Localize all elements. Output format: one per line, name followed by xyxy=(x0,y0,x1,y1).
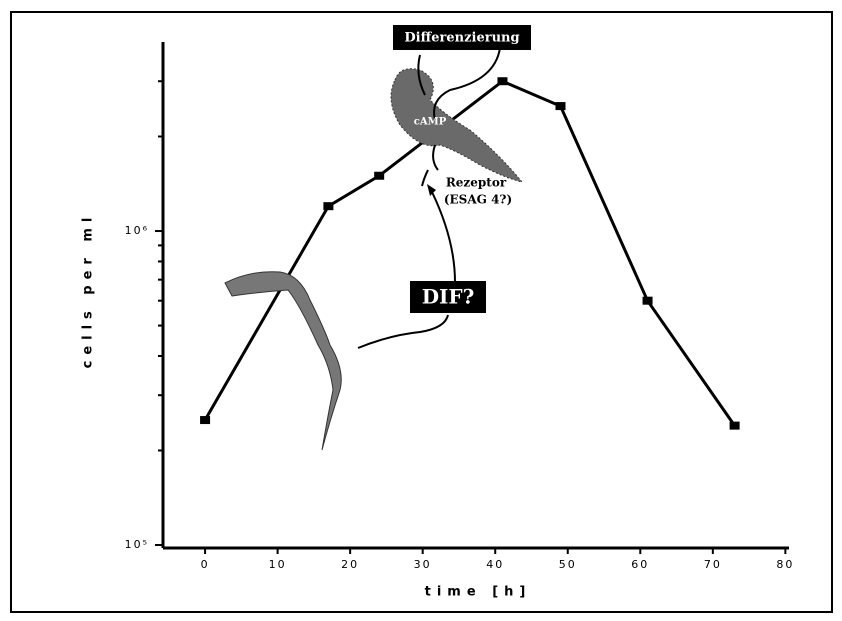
data-point xyxy=(555,102,566,111)
x-axis-label: time [h] xyxy=(425,585,532,600)
annotation: cAMP xyxy=(414,117,447,128)
x-tick-label: 30 xyxy=(414,558,432,571)
plot-area: 0 10 20 30 40 50 60 70 80 10⁵ 10⁶ xyxy=(125,42,794,571)
x-tick-label: 40 xyxy=(486,558,504,571)
illustration: Differenzierung cAMP Rezeptor (ESAG 4?) … xyxy=(224,25,531,451)
frame xyxy=(10,11,833,613)
label-box xyxy=(410,281,486,313)
arrow xyxy=(357,314,449,349)
x-tick-label: 10 xyxy=(269,558,287,571)
annotation: DIF? xyxy=(422,285,475,309)
data-point xyxy=(729,421,740,430)
label-box xyxy=(393,25,531,50)
cell-drawing xyxy=(390,68,524,183)
data-point xyxy=(497,77,508,86)
arrow xyxy=(431,191,456,283)
y-axis-label: cells per ml xyxy=(81,212,96,369)
x-tick-label: 20 xyxy=(341,558,359,571)
data-point xyxy=(374,171,385,180)
annotation: Rezeptor xyxy=(446,176,507,190)
x-tick-label: 70 xyxy=(704,558,722,571)
receptor xyxy=(421,144,439,187)
arrow xyxy=(417,47,501,121)
x-tick-label: 80 xyxy=(776,558,794,571)
x-tick-label: 0 xyxy=(201,558,210,571)
annotation: Differenzierung xyxy=(404,31,519,46)
arrowhead xyxy=(427,184,436,196)
x-tick-label: 50 xyxy=(559,558,577,571)
cell-drawing xyxy=(224,271,342,451)
y-tick-label: 10⁶ xyxy=(125,224,149,237)
x-tick-label: 60 xyxy=(631,558,649,571)
data-point xyxy=(642,296,653,305)
data-point xyxy=(200,416,211,425)
y-tick-label: 10⁵ xyxy=(125,538,149,551)
annotation: (ESAG 4?) xyxy=(444,193,512,207)
data-point xyxy=(323,202,334,211)
